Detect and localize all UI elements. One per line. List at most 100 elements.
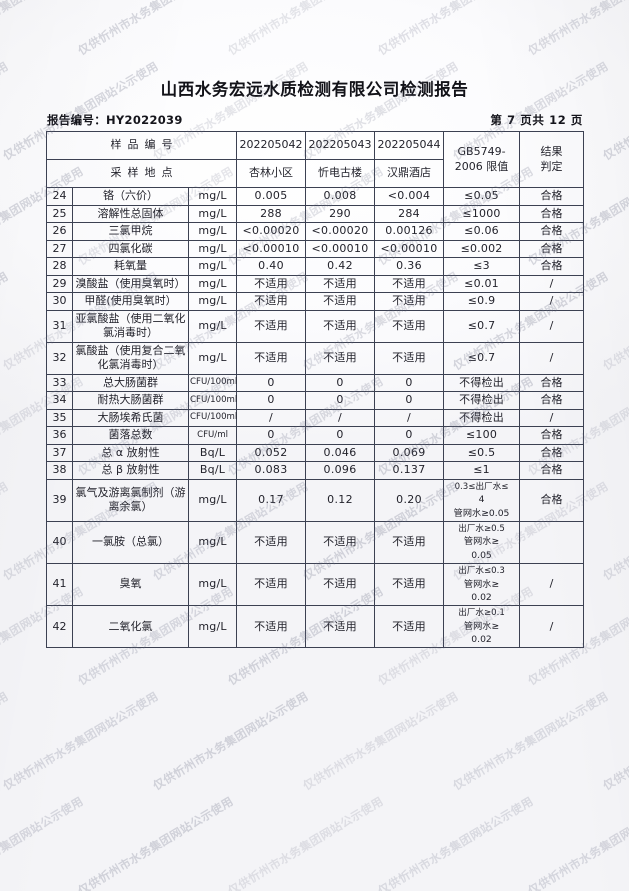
cell-sample-value-1: 不适用 [236,309,307,343]
header-result-line1: 结果 [540,144,563,158]
cell-unit: CFU/ml [187,426,238,445]
cell-limit-value: ≤0.5 [443,443,521,463]
watermark-text: 仅供忻州市水务集团网站公示使用 [0,688,11,793]
cell-sample-value-2: / [305,408,376,428]
cell-sample-value-2: 0.12 [305,478,376,522]
limit-line-3: 0.02 [471,633,492,645]
cell-parameter-name: 溶解性总固体 [72,204,189,224]
cell-limit-value: ≤0.9 [443,292,521,311]
header-sample-site-2: 忻电古楼 [305,159,376,188]
header-sample-no-label: 样品编号 [45,131,238,160]
cell-sample-value-1: 不适用 [236,520,307,565]
cell-row-number: 42 [46,605,73,649]
header-limit-line1: GB5749- [457,144,506,158]
cell-sample-value-2: 0 [305,391,376,410]
cell-unit: mg/L [187,187,238,206]
cell-sample-value-2: 不适用 [305,605,376,649]
watermark-text: 仅供忻州市水务集团网站公示使用 [75,793,236,891]
cell-sample-value-1: 0.083 [236,461,307,480]
watermark-text: 仅供忻州市水务集团网站公示使用 [150,688,311,793]
cell-sample-value-3: 0.20 [374,478,445,522]
cell-sample-value-2: 不适用 [305,563,376,607]
cell-sample-value-3: 不适用 [374,341,445,375]
cell-unit: mg/L [187,204,238,224]
cell-sample-value-2: 不适用 [305,520,376,565]
cell-row-number: 40 [46,520,73,565]
cell-result-judgement: 合格 [519,257,585,276]
watermark-text: 仅供忻州市水务集团网站公示使用 [225,0,386,58]
cell-parameter-name: 二氧化氯 [72,605,189,649]
cell-result-judgement: / [519,309,585,343]
table-row: 30 甲醛(使用臭氧时） mg/L 不适用 不适用 不适用 ≤0.9/ [46,292,585,311]
cell-limit-value: ≤1 [443,461,521,480]
cell-row-number: 27 [46,239,73,259]
cell-sample-value-3: 不适用 [374,605,445,649]
table-row: 37 总 α 放射性 Bq/L 0.052 0.046 0.069 ≤0.5 合格 [46,443,585,463]
header-sample-site-3: 汉鼎酒店 [374,159,445,188]
cell-row-number: 30 [46,292,73,311]
cell-sample-value-1: 288 [236,204,307,224]
limit-line-3: 0.05 [471,549,492,561]
cell-sample-value-3: 不适用 [374,274,445,294]
header-sample-no-1: 202205042 [236,131,307,160]
table-row: 27 四氯化碳 mg/L <0.00010 <0.00010 <0.00010 ≤0.002… [46,239,585,259]
report-number: 报告编号：HY2022039 [47,112,183,128]
cell-sample-value-3: 0 [374,373,445,393]
cell-result-judgement: 合格 [519,461,585,480]
watermark-text: 仅供忻州市水务集团网站公示使用 [0,478,11,583]
cell-result-judgement: / [519,408,585,428]
cell-limit-value: ≤0.7 [443,309,521,343]
cell-sample-value-3: 0.069 [374,443,445,463]
table-row: 36 菌落总数 CFU/ml 0 0 0 ≤100 合格 [46,426,585,445]
cell-limit-value: ≤1000 [443,204,521,224]
cell-parameter-name: 大肠埃希氏菌 [72,408,189,428]
cell-result-judgement: 合格 [519,204,585,224]
cell-parameter-name: 臭氧 [72,563,189,607]
water-quality-table-wrap: 样品编号 202205042 202205043 202205044 GB5749- 20… [45,131,585,649]
cell-sample-value-1: 不适用 [236,274,307,294]
watermark-text: 仅供忻州市水务集团网站公示使用 [450,688,611,793]
cell-parameter-name: 氯酸盐（使用复合二氧化氯消毒时） [72,341,189,375]
cell-sample-value-2: 0 [305,426,376,445]
cell-sample-value-2: 不适用 [305,274,376,294]
cell-sample-value-2: 不适用 [305,309,376,343]
limit-line-1: 0.3≤出厂水≤ [454,481,509,492]
cell-parameter-name: 菌落总数 [72,426,189,445]
limit-line-3: 0.02 [471,591,492,603]
cell-limit-value: 出厂水≥0.5 管网水≥ 0.05 [443,520,521,565]
page-title: 山西水务宏远水质检测有限公司检测报告 [160,80,469,99]
table-body: 样品编号 202205042 202205043 202205044 GB5749- 20… [45,131,585,649]
cell-sample-value-1: 0 [236,373,307,393]
cell-sample-value-3: 0.00126 [374,222,445,241]
cell-sample-value-2: 0 [305,373,376,393]
limit-line-1: 出厂水≥0.5 [458,523,505,534]
cell-row-number: 28 [46,257,73,276]
cell-unit: mg/L [187,222,238,241]
cell-unit: mg/L [187,239,238,259]
table-row: 33 总大肠菌群 CFU/100ml 0 0 0 不得检出 合格 [46,373,585,393]
cell-limit-value: ≤0.7 [443,341,521,375]
cell-row-number: 35 [46,408,73,428]
cell-parameter-name: 铬（六价） [72,187,189,206]
cell-sample-value-3: 0.36 [374,257,445,276]
cell-sample-value-2: <0.00020 [305,222,376,241]
cell-sample-value-2: 0.008 [305,187,376,206]
cell-unit: mg/L [187,292,238,311]
cell-limit-value: ≤0.06 [443,222,521,241]
limit-line-2: 管网水≥ [463,620,500,632]
limit-line-2: 管网水≥ [463,536,500,548]
cell-sample-value-3: 0 [374,391,445,410]
table-row: 39 氯气及游离氯制剂（游离余氯） mg/L 0.17 0.12 0.20 0.3≤出厂水≤… [46,478,585,522]
cell-row-number: 29 [46,274,73,294]
cell-result-judgement: / [519,341,585,375]
cell-sample-value-1: 不适用 [236,341,307,375]
limit-line-2: 管网水≥ [463,578,500,590]
cell-sample-value-2: 0.046 [305,443,376,463]
watermark-text: 仅供忻州市水务集团网站公示使用 [375,0,536,58]
watermark-text: 仅供忻州市水务集团网站公示使用 [600,688,629,793]
cell-sample-value-2: 0.096 [305,461,376,480]
cell-parameter-name: 总 β 放射性 [72,461,189,480]
cell-unit: CFU/100ml [187,408,237,428]
watermark-text: 仅供忻州市水务集团网站公示使用 [300,688,461,793]
